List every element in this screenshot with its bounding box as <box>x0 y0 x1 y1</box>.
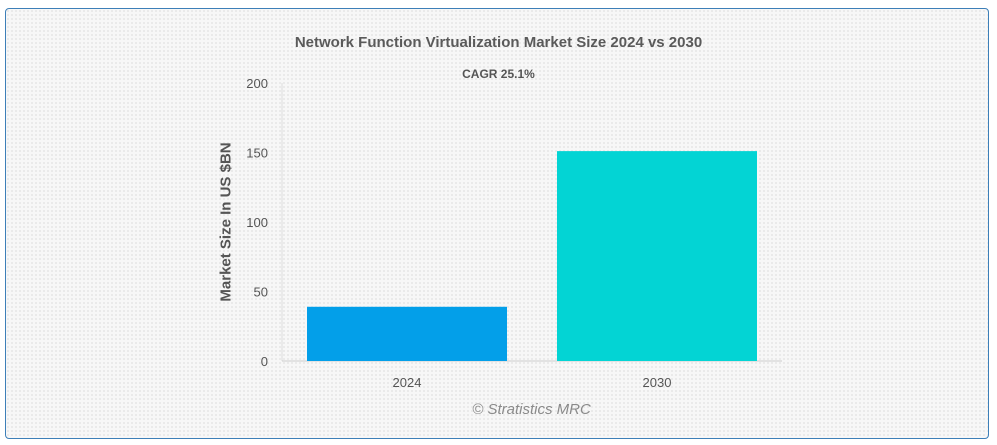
chart-subtitle: CAGR 25.1% <box>462 67 535 81</box>
source-credit: © Stratistics MRC <box>472 401 591 418</box>
y-tick-label: 150 <box>246 146 268 161</box>
bar <box>557 151 757 361</box>
chart-frame <box>5 8 989 439</box>
y-tick-label: 0 <box>261 354 268 369</box>
x-ticks: 2024 2030 <box>393 375 672 390</box>
x-tick-label: 2024 <box>393 375 422 390</box>
y-tick-label: 100 <box>246 215 268 230</box>
y-ticks: 0 50 100 150 200 <box>246 76 268 369</box>
y-tick-label: 50 <box>254 285 268 300</box>
chart-title: Network Function Virtualization Market S… <box>294 34 703 51</box>
bars <box>307 151 757 361</box>
bar <box>307 306 507 361</box>
x-tick-label: 2030 <box>643 375 672 390</box>
y-tick-label: 200 <box>246 76 268 91</box>
